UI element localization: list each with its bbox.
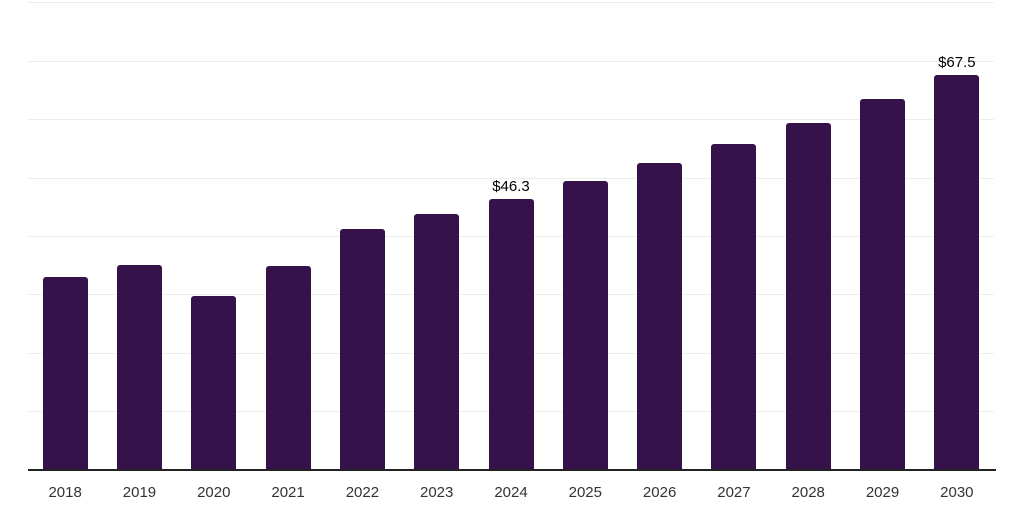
x-tick-label-2024: 2024 <box>494 484 528 501</box>
bar-2027 <box>711 143 757 470</box>
bar-2019 <box>116 264 162 470</box>
bar-2029 <box>860 99 906 470</box>
x-tick-label-2025: 2025 <box>568 484 602 501</box>
gridline-80 <box>28 2 994 4</box>
x-tick-label-2020: 2020 <box>197 484 231 501</box>
bar-2030 <box>934 75 980 470</box>
bar-2021 <box>265 266 311 470</box>
bar-2020 <box>191 296 237 470</box>
bar-2022 <box>339 229 385 470</box>
value-label-2030: $67.5 <box>938 54 976 72</box>
x-tick-label-2028: 2028 <box>791 484 825 501</box>
gridline-50 <box>28 177 994 179</box>
x-tick-label-2018: 2018 <box>48 484 82 501</box>
x-tick-label-2019: 2019 <box>122 484 157 501</box>
x-tick-label-2022: 2022 <box>345 484 380 501</box>
x-tick-label-2023: 2023 <box>420 484 454 501</box>
gridline-70 <box>28 60 994 62</box>
bar-2026 <box>637 163 683 470</box>
x-axis-line <box>28 468 996 471</box>
gridline-60 <box>28 119 994 121</box>
x-tick-label-2027: 2027 <box>717 484 751 501</box>
bar-2023 <box>414 213 460 470</box>
bar-2028 <box>785 123 831 470</box>
bar-2018 <box>42 277 88 470</box>
bar-2024 <box>488 199 534 470</box>
value-label-2024: $46.3 <box>492 178 530 196</box>
bar-2025 <box>562 181 608 470</box>
x-tick-label-2029: 2029 <box>865 484 900 501</box>
x-tick-label-2030: 2030 <box>940 484 974 501</box>
x-tick-label-2021: 2021 <box>271 484 305 501</box>
x-tick-label-2026: 2026 <box>642 484 677 501</box>
